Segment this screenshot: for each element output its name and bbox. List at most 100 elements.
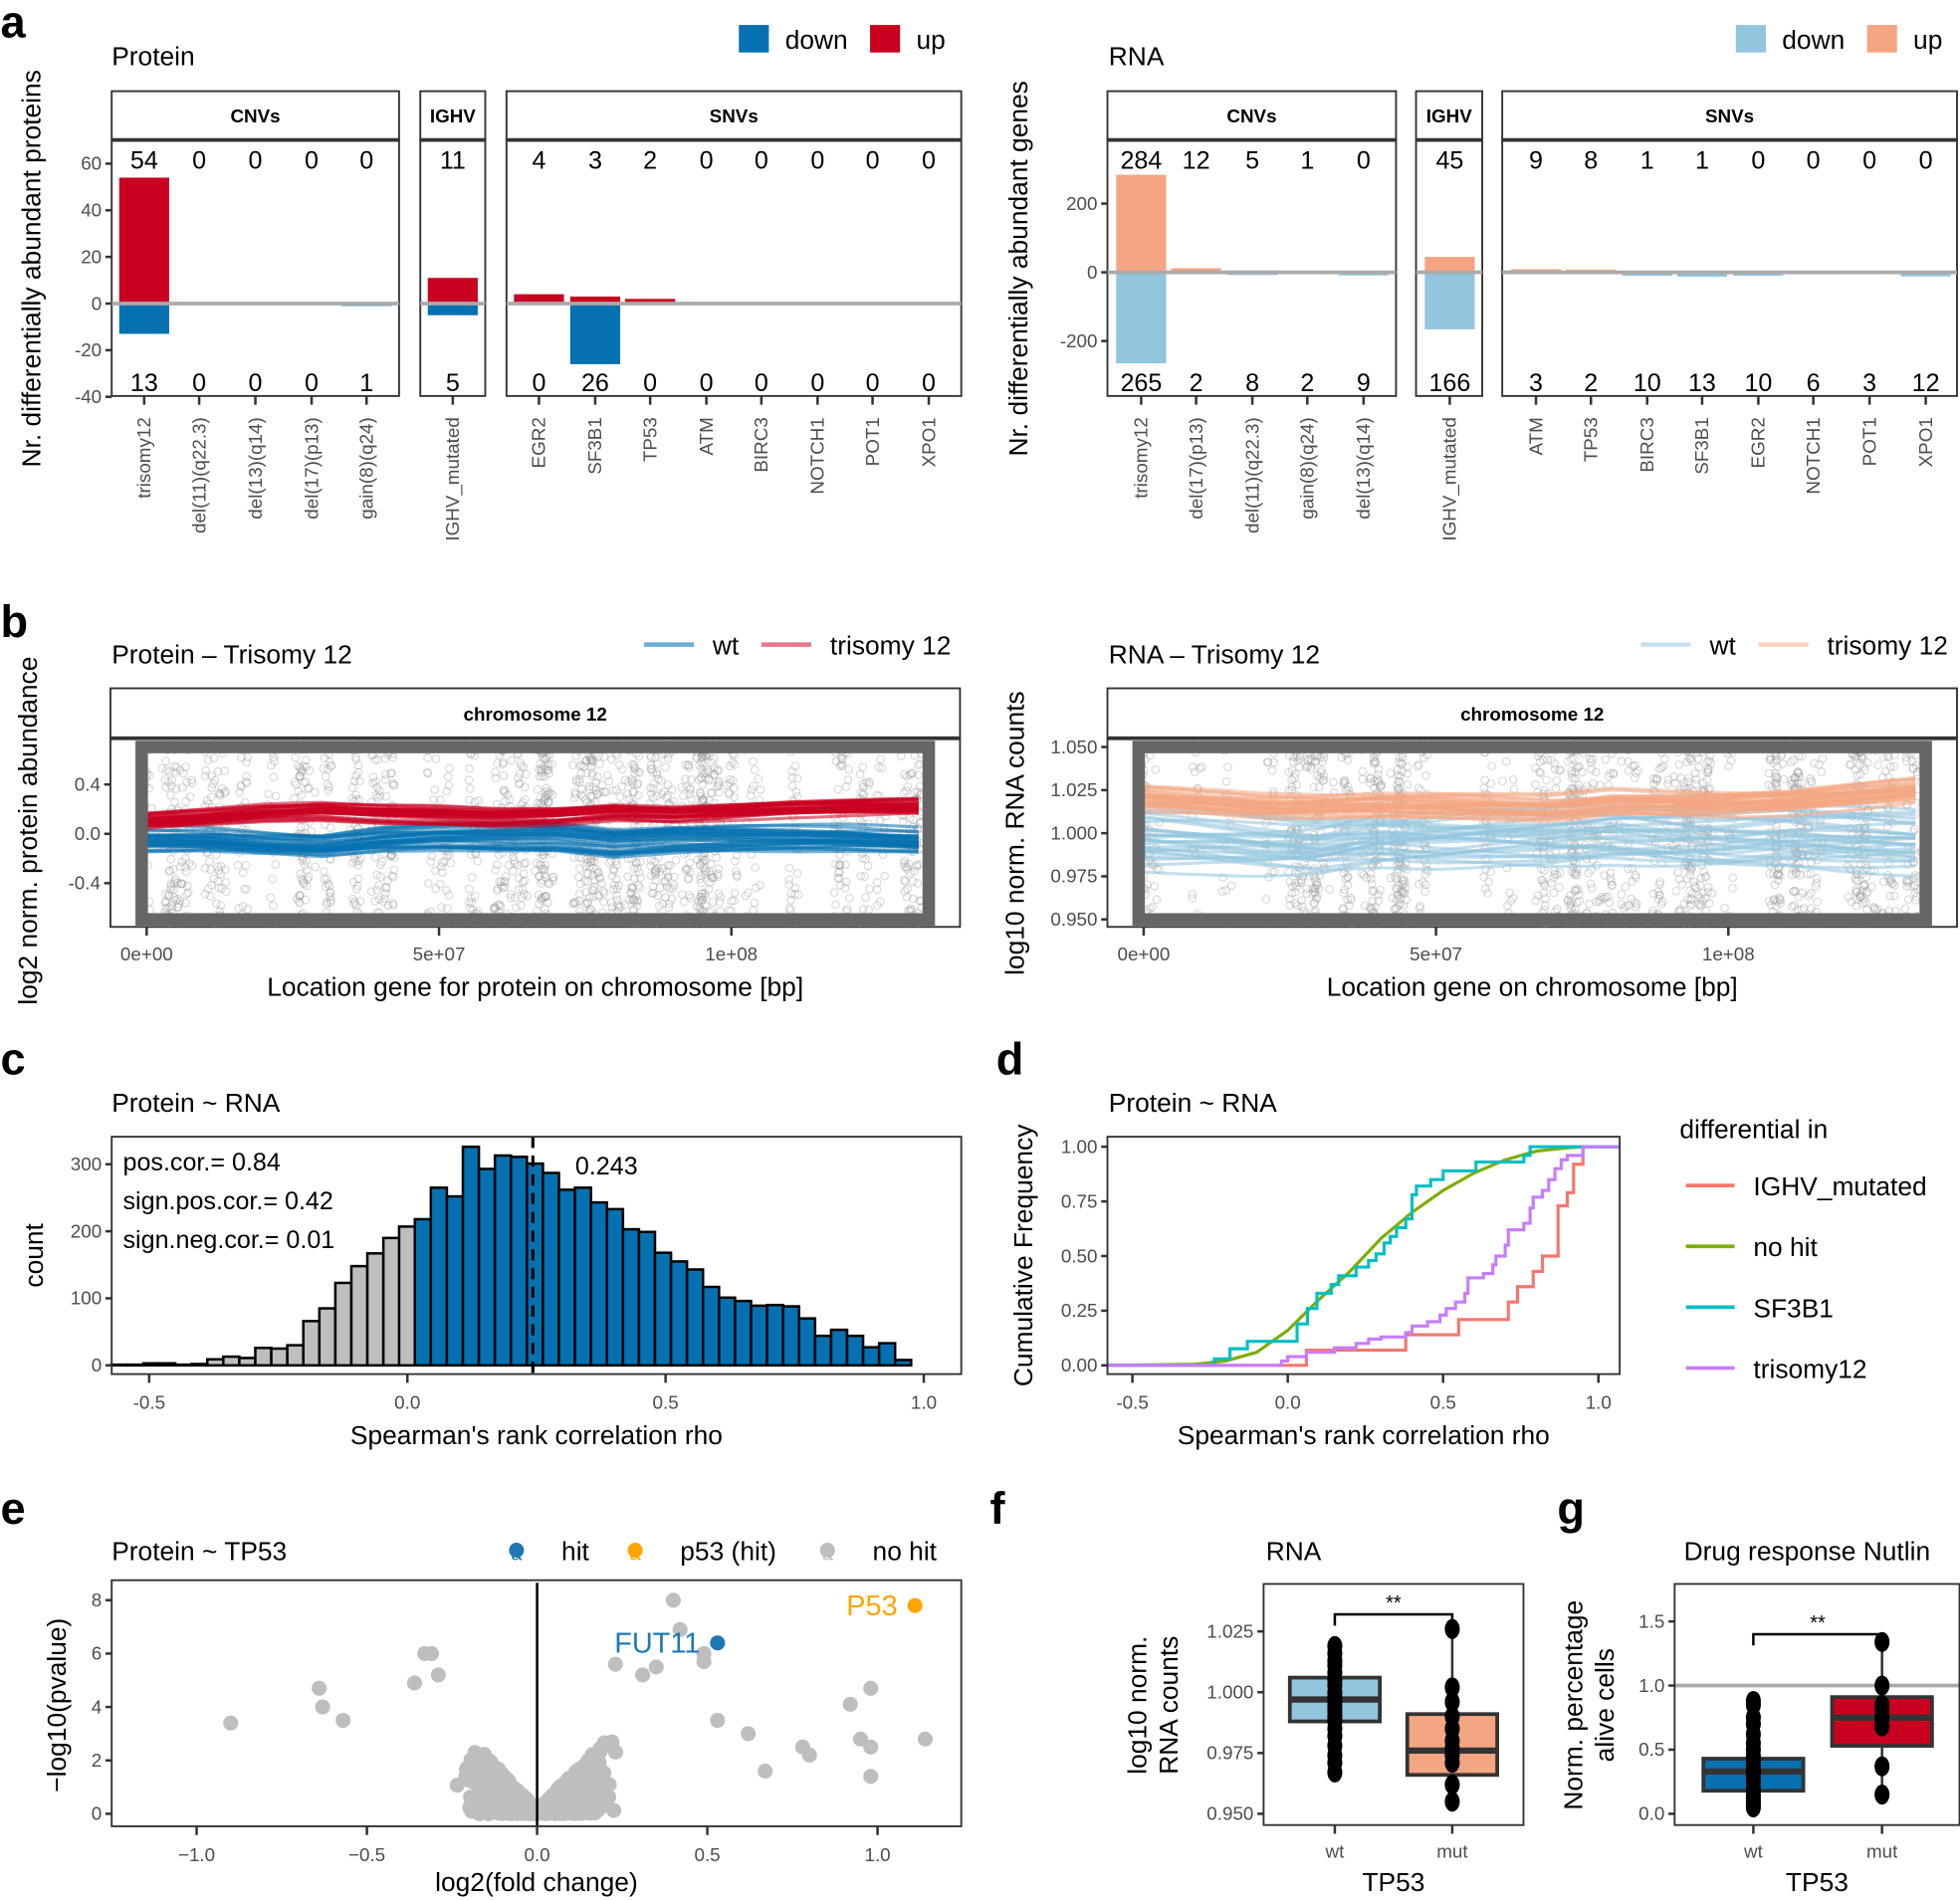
gene-point: [1685, 901, 1694, 911]
histogram-bar: [526, 1161, 544, 1368]
gene-point: [534, 764, 544, 774]
gene-point: [582, 858, 592, 868]
count-label-up: 0: [1751, 146, 1765, 174]
gene-point: [1606, 768, 1616, 778]
gene-point: [646, 752, 656, 762]
gene-point: [437, 858, 447, 868]
gene-point: [646, 861, 656, 871]
gene-point: [1886, 878, 1896, 888]
count-label-up: 0: [1862, 146, 1876, 174]
gene-point: [593, 868, 603, 878]
gene-point: [293, 761, 303, 771]
gene-point: [687, 794, 696, 804]
gene-point: [699, 759, 708, 769]
gene-point: [495, 900, 505, 910]
gene-point: [863, 861, 873, 871]
gene-point: [538, 753, 547, 762]
gene-point: [430, 785, 440, 794]
x-tick-label: del(17)(p13): [301, 417, 322, 519]
gene-point: [749, 756, 758, 766]
y-tick-label: 300: [71, 1154, 102, 1174]
gene-point: [544, 768, 553, 778]
gene-point: [1287, 889, 1297, 898]
gene-point: [221, 786, 230, 796]
gene-point: [1903, 878, 1913, 888]
gene-point: [169, 893, 179, 903]
gene-point: [677, 782, 687, 792]
gene-point: [165, 866, 174, 876]
gene-point: [388, 901, 398, 910]
gene-point: [518, 877, 528, 887]
gene-point: [326, 889, 334, 898]
gene-point: [872, 878, 882, 888]
gene-point: [1386, 873, 1396, 883]
gene-point: [903, 865, 912, 874]
gene-point: [1555, 868, 1565, 878]
gene-point: [161, 898, 171, 907]
gene-point: [697, 892, 706, 902]
gene-point: [182, 889, 191, 899]
gene-point: [649, 783, 658, 793]
gene-point: [730, 759, 740, 769]
gene-point: [325, 757, 334, 766]
legend-label-down: down: [1782, 25, 1845, 55]
gene-point: [865, 777, 874, 787]
volcano-points: [223, 1592, 933, 1821]
stat-annotation: pos.cor.= 0.84: [123, 1149, 281, 1176]
gene-point: [466, 893, 476, 903]
gene-point: [541, 793, 550, 803]
gene-point: [586, 753, 596, 762]
gene-point: [905, 770, 915, 779]
gene-point: [183, 888, 193, 898]
gene-point: [1508, 893, 1518, 903]
gene-point: [704, 775, 714, 785]
gene-point: [754, 774, 763, 784]
gene-point: [572, 776, 581, 786]
gene-point: [169, 885, 179, 894]
gene-point: [874, 762, 884, 772]
gene-point: [304, 872, 314, 882]
gene-point: [861, 854, 870, 864]
count-label-down: 2: [1190, 369, 1203, 397]
gene-point: [1607, 881, 1617, 891]
gene-point: [1600, 894, 1609, 904]
gene-point: [187, 861, 197, 871]
gene-point: [1889, 881, 1899, 890]
gene-point: [713, 869, 723, 879]
gene-point: [855, 769, 865, 779]
gene-point: [1851, 885, 1860, 895]
gene-point: [1703, 765, 1713, 775]
gene-point: [510, 893, 520, 903]
gene-point: [586, 791, 595, 801]
gene-point: [635, 873, 645, 883]
gene-point: [700, 870, 710, 879]
gene-point: [1586, 757, 1596, 767]
gene-point: [877, 763, 887, 772]
smooth-line-wt: [146, 839, 919, 854]
gene-point: [1844, 892, 1853, 902]
gene-point: [207, 771, 216, 780]
panel-title: Protein: [111, 41, 194, 71]
gene-point: [1290, 899, 1300, 908]
facet-strip: [505, 90, 963, 141]
gene-point: [708, 897, 718, 907]
gene-point: [698, 795, 708, 804]
gene-point: [833, 873, 843, 883]
gene-point: [1571, 886, 1581, 896]
gene-point: [569, 793, 579, 803]
gene-point: [575, 879, 585, 889]
gene-point: [613, 900, 623, 910]
gene-point: [612, 891, 621, 901]
gene-point: [705, 867, 714, 877]
gene-point: [632, 897, 642, 906]
gene-point: [592, 868, 602, 878]
gene-point: [1690, 881, 1700, 891]
gene-point: [685, 785, 695, 794]
gene-point: [353, 860, 362, 870]
gene-point: [271, 860, 281, 869]
gene-point: [203, 755, 213, 765]
y-tick-label: 0.50: [1061, 1245, 1098, 1266]
y-tick-label: 0.950: [1050, 909, 1097, 930]
gene-point: [214, 866, 224, 876]
panel-title: Protein ~ RNA: [111, 1088, 281, 1118]
